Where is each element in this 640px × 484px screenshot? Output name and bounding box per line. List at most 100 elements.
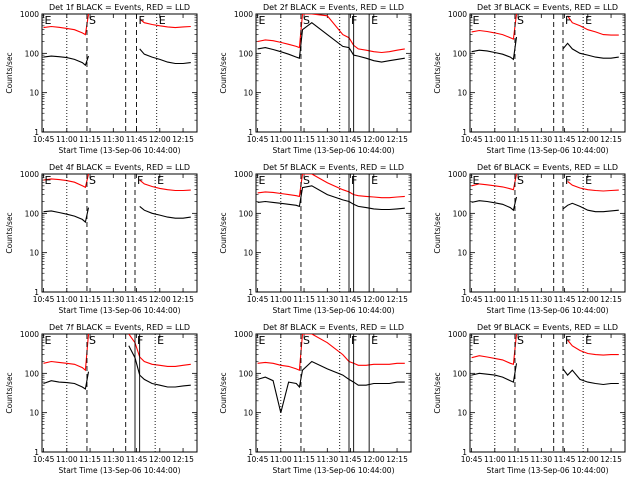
y-tick-label: 100 (239, 209, 254, 218)
chart-title: Det 4f BLACK = Events, RED = LLD (49, 163, 190, 172)
plot-frame (255, 173, 412, 293)
y-tick-label: 1000 (448, 10, 467, 19)
x-tick-label: 11:45 (126, 455, 148, 464)
x-tick-label: 11:15 (507, 135, 529, 144)
chart-panel-7: Det 7f BLACK = Events, RED = LLD 1 10 100 10… (5, 323, 198, 475)
chart-panel-4: Det 4f BLACK = Events, RED = LLD 1 10 100 10… (5, 163, 198, 315)
marker-label: E (371, 334, 378, 347)
marker-label: F (565, 334, 571, 347)
y-tick-label: 10 (243, 409, 253, 418)
x-tick-label: 11:45 (340, 135, 362, 144)
y-tick-label: 1 (462, 448, 467, 457)
x-tick-label: 10:45 (247, 135, 269, 144)
marker-label: F (565, 174, 571, 187)
x-tick-label: 11:30 (102, 295, 124, 304)
series-line-events (43, 345, 191, 390)
series-line-lld (257, 174, 405, 199)
marker-label: E (157, 174, 164, 187)
y-axis-label: Counts/sec (5, 52, 14, 93)
y-axis-label: Counts/sec (433, 212, 442, 253)
x-tick-label: 11:30 (316, 135, 338, 144)
series-line-lld (257, 334, 405, 371)
x-tick-label: 11:00 (270, 455, 292, 464)
y-tick-label: 1 (248, 288, 253, 297)
chart-title: Det 7f BLACK = Events, RED = LLD (49, 323, 190, 332)
chart-title: Det 5f BLACK = Events, RED = LLD (263, 163, 404, 172)
marker-label: S (89, 14, 96, 27)
x-tick-label: 11:00 (56, 135, 78, 144)
x-axis-label: Start Time (13-Sep-06 10:44:00) (273, 146, 395, 155)
y-tick-label: 100 (25, 209, 40, 218)
x-tick-label: 12:00 (149, 295, 171, 304)
x-axis-label: Start Time (13-Sep-06 10:44:00) (59, 306, 181, 315)
marker-label: S (517, 334, 524, 347)
y-tick-label: 100 (453, 209, 468, 218)
x-axis-label: Start Time (13-Sep-06 10:44:00) (487, 146, 609, 155)
x-tick-label: 10:45 (461, 455, 483, 464)
x-tick-label: 11:30 (530, 455, 552, 464)
y-tick-label: 1000 (234, 170, 253, 179)
y-tick-label: 1 (34, 128, 39, 137)
chart-title: Det 1f BLACK = Events, RED = LLD (49, 3, 190, 12)
series-line-events (257, 185, 405, 211)
y-tick-label: 1 (462, 128, 467, 137)
series-line-events (471, 363, 619, 386)
marker-label: E (585, 14, 592, 27)
y-tick-label: 1000 (234, 10, 253, 19)
plot-frame (41, 333, 198, 453)
x-axis-label: Start Time (13-Sep-06 10:44:00) (487, 306, 609, 315)
x-tick-label: 11:45 (340, 455, 362, 464)
y-tick-label: 100 (239, 369, 254, 378)
plot-frame (469, 173, 626, 293)
x-tick-label: 11:30 (316, 295, 338, 304)
annotation-label: E (259, 174, 266, 187)
y-axis-label: Counts/sec (219, 52, 228, 93)
x-tick-label: 10:45 (33, 295, 55, 304)
y-tick-label: 100 (25, 369, 40, 378)
x-tick-label: 12:00 (149, 455, 171, 464)
y-tick-label: 100 (453, 49, 468, 58)
chart-panel-9: Det 9f BLACK = Events, RED = LLD 1 10 100 10… (433, 323, 626, 475)
y-tick-label: 10 (457, 409, 467, 418)
chart-title: Det 6f BLACK = Events, RED = LLD (477, 163, 618, 172)
annotation-label: E (259, 14, 266, 27)
x-tick-label: 10:45 (247, 455, 269, 464)
plot-frame (469, 13, 626, 133)
y-tick-label: 10 (243, 249, 253, 258)
y-axis-label: Counts/sec (433, 52, 442, 93)
x-tick-label: 12:00 (363, 295, 385, 304)
y-axis-label: Counts/sec (5, 212, 14, 253)
y-tick-label: 1000 (234, 330, 253, 339)
y-tick-label: 1 (248, 448, 253, 457)
series-line-lld (43, 334, 191, 372)
marker-label: E (371, 14, 378, 27)
x-axis-label: Start Time (13-Sep-06 10:44:00) (59, 466, 181, 475)
x-tick-label: 11:15 (79, 295, 101, 304)
x-tick-label: 12:15 (386, 455, 408, 464)
x-tick-label: 11:00 (484, 295, 506, 304)
x-tick-label: 10:45 (461, 135, 483, 144)
series-line-lld (471, 174, 619, 192)
marker-label: F (565, 14, 571, 27)
annotation-label: E (45, 14, 52, 27)
x-tick-label: 11:15 (507, 295, 529, 304)
series-line-lld (43, 174, 191, 192)
x-tick-label: 11:45 (126, 295, 148, 304)
chart-panel-6: Det 6f BLACK = Events, RED = LLD 1 10 100 10… (433, 163, 626, 315)
x-tick-label: 11:15 (79, 455, 101, 464)
x-tick-label: 11:15 (293, 295, 315, 304)
x-tick-label: 12:15 (386, 135, 408, 144)
x-tick-label: 11:00 (484, 455, 506, 464)
plot-frame (255, 333, 412, 453)
x-tick-label: 12:00 (577, 455, 599, 464)
x-axis-label: Start Time (13-Sep-06 10:44:00) (487, 466, 609, 475)
marker-label: E (157, 334, 164, 347)
plot-frame (41, 173, 198, 293)
marker-label: F (137, 334, 143, 347)
marker-label: S (303, 174, 310, 187)
x-tick-label: 11:30 (102, 135, 124, 144)
y-tick-label: 10 (457, 89, 467, 98)
marker-label: S (89, 174, 96, 187)
x-tick-label: 10:45 (461, 295, 483, 304)
chart-panel-5: Det 5f BLACK = Events, RED = LLD 1 10 100 10… (219, 163, 412, 315)
